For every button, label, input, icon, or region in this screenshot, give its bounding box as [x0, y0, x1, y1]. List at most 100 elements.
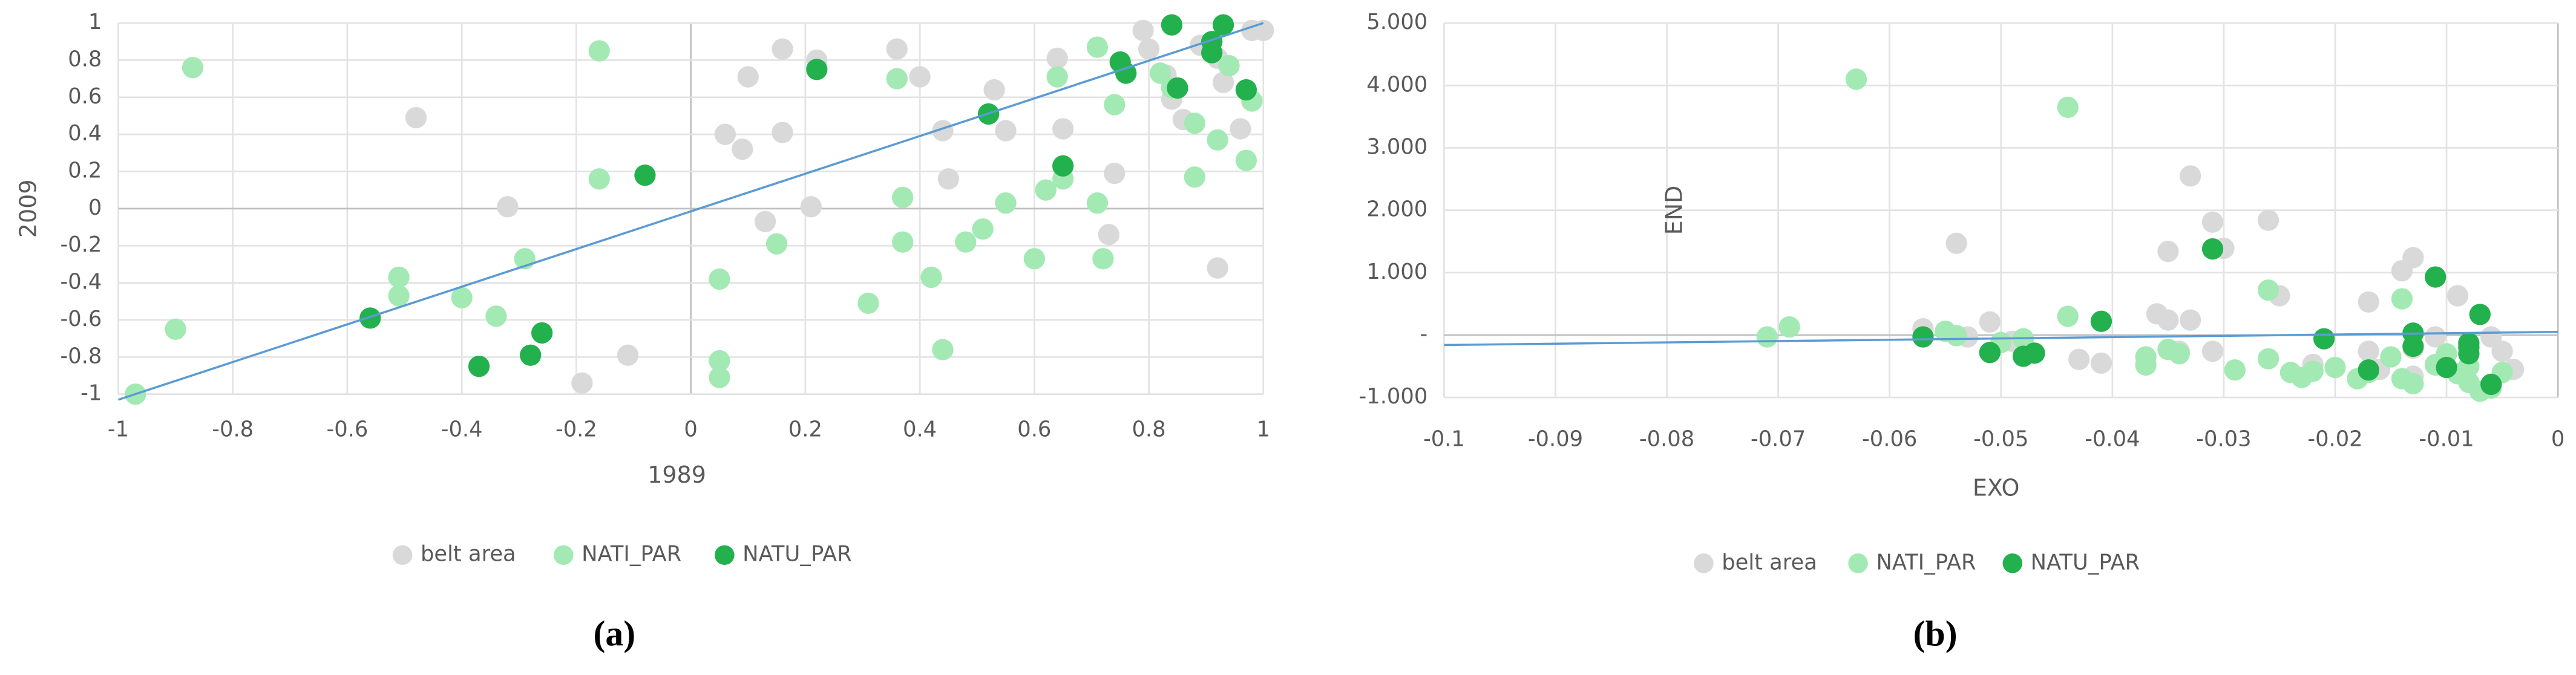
legend-marker: [392, 545, 413, 566]
data-point: [754, 210, 776, 233]
data-point: [920, 266, 942, 289]
data-point: [1201, 31, 1223, 53]
data-point: [765, 233, 788, 255]
x-tick-label: 0.8: [1132, 417, 1165, 442]
data-point: [2313, 328, 2335, 350]
y-tick-label: -1.000: [1359, 384, 1428, 409]
data-point: [892, 231, 914, 253]
caption: (b): [1913, 613, 1958, 653]
data-point: [2402, 247, 2424, 269]
data-point: [806, 59, 828, 80]
data-point: [497, 196, 519, 218]
data-point: [2157, 309, 2179, 331]
x-tick-label: -0.6: [327, 417, 369, 442]
data-point: [1235, 149, 1257, 171]
legend-label: belt area: [421, 542, 516, 567]
data-point: [2458, 332, 2480, 354]
x-tick-label: -0.4: [441, 417, 483, 442]
data-point: [2391, 288, 2413, 310]
data-point: [983, 79, 1005, 101]
x-tick-label: -0.02: [2307, 427, 2362, 452]
data-point: [571, 372, 593, 394]
data-point: [485, 305, 507, 327]
data-point: [2402, 373, 2424, 395]
x-tick-label: -0.09: [1528, 427, 1583, 452]
y-tick-label: 0.6: [68, 84, 102, 109]
data-point: [2480, 326, 2502, 348]
y-tick-label: -1: [80, 381, 102, 406]
y-tick-label: 5.000: [1366, 10, 1427, 34]
data-point: [1167, 77, 1188, 99]
data-point: [2157, 241, 2179, 262]
data-point: [1912, 326, 1934, 348]
data-point: [2090, 310, 2112, 332]
data-point: [2135, 354, 2157, 376]
data-point: [1184, 112, 1205, 134]
legend-marker: [714, 545, 735, 566]
data-point: [1212, 71, 1234, 93]
legend-label: NATU_PAR: [742, 542, 851, 567]
data-point: [2358, 291, 2379, 313]
x-tick-label: 0: [684, 417, 697, 442]
y-tick-label: 3.000: [1366, 134, 1427, 159]
x-tick-label: -0.05: [1973, 427, 2028, 452]
data-point: [1046, 47, 1068, 70]
y-tick-label: 0.2: [68, 158, 102, 183]
data-point: [1756, 326, 1778, 348]
y-tick-label: 4.000: [1366, 72, 1427, 97]
data-point: [520, 344, 542, 366]
caption: (a): [594, 613, 636, 653]
data-point: [2257, 348, 2279, 370]
data-point: [1138, 38, 1160, 60]
data-point: [1052, 118, 1074, 140]
data-point: [1979, 311, 2001, 333]
data-point: [359, 307, 381, 329]
x-tick-label: 0.4: [903, 417, 937, 442]
data-point: [892, 186, 914, 209]
data-point: [2425, 266, 2447, 288]
data-point: [995, 192, 1017, 214]
data-point: [2224, 359, 2246, 381]
data-point: [2024, 342, 2045, 364]
x-tick-label: -1: [108, 417, 129, 442]
data-point: [2480, 373, 2502, 396]
data-point: [2469, 304, 2491, 325]
data-point: [2447, 285, 2469, 307]
data-point: [1035, 179, 1057, 201]
x-tick-label: -0.01: [2419, 427, 2474, 452]
legend-label: NATI_PAR: [1876, 550, 1976, 575]
data-point: [2324, 356, 2346, 379]
data-point: [2491, 341, 2513, 362]
data-point: [1086, 36, 1109, 58]
data-point: [932, 339, 954, 360]
data-point: [1845, 68, 1867, 90]
y-tick-label: 2.000: [1366, 197, 1427, 222]
x-tick-label: 0.2: [788, 417, 822, 442]
x-tick-label: 1: [1257, 417, 1270, 442]
data-point: [1046, 66, 1068, 88]
legend-marker: [1848, 553, 1868, 573]
data-point: [1086, 192, 1109, 214]
data-point: [932, 120, 954, 142]
data-point: [1092, 248, 1114, 270]
data-point: [2180, 165, 2201, 187]
data-point: [1132, 19, 1154, 42]
y-tick-label: -0.4: [60, 270, 102, 295]
data-point: [1104, 94, 1126, 116]
data-point: [617, 344, 639, 366]
y-tick-label: 0.4: [68, 121, 102, 146]
x-tick-label: 0: [2551, 427, 2565, 452]
data-point: [714, 123, 736, 145]
data-point: [2168, 343, 2190, 365]
data-point: [1778, 316, 1800, 338]
y-tick-label: -0.6: [60, 307, 102, 331]
data-point: [451, 287, 473, 308]
data-point: [709, 268, 730, 290]
data-point: [732, 139, 753, 160]
legend-label: NATI_PAR: [582, 542, 681, 567]
data-point: [1052, 155, 1074, 177]
data-point: [2201, 341, 2224, 362]
data-point: [1253, 19, 1274, 42]
data-point: [588, 40, 610, 62]
